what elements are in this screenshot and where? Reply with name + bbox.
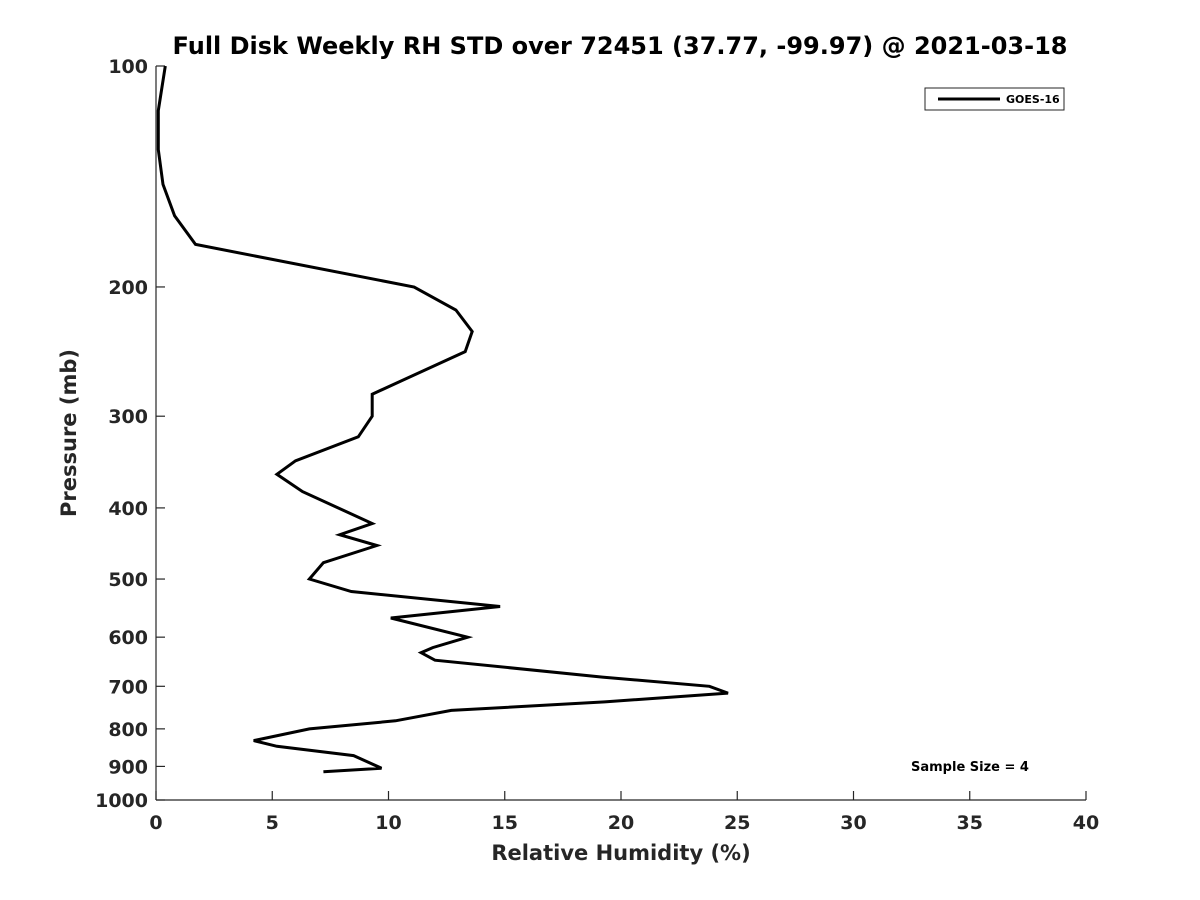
series-line-goes-16 [156,65,729,774]
y-axis-label: Pressure (mb) [57,349,81,517]
x-tick-label: 0 [149,812,162,834]
y-tick-label: 500 [108,569,148,591]
y-tick-label: 800 [108,719,148,741]
chart-title: Full Disk Weekly RH STD over 72451 (37.7… [173,32,1068,60]
x-tick-label: 20 [608,812,634,834]
legend-label-goes-16: GOES-16 [1006,93,1060,106]
y-tick-label: 700 [108,676,148,698]
y-tick-label: 100 [108,56,148,78]
x-tick-label: 15 [492,812,518,834]
y-tick-label: 600 [108,627,148,649]
y-tick-label: 400 [108,498,148,520]
x-ticks: 0 5 10 15 20 25 30 35 40 [149,791,1099,834]
sample-size-annotation: Sample Size = 4 [911,760,1029,775]
series-group [156,65,729,774]
y-tick-label: 200 [108,277,148,299]
legend: GOES-16 [924,87,1065,111]
x-tick-label: 40 [1073,812,1099,834]
x-tick-label: 25 [724,812,750,834]
x-tick-label: 10 [375,812,401,834]
x-tick-label: 30 [840,812,866,834]
y-tick-label: 900 [108,756,148,778]
x-axis-label: Relative Humidity (%) [491,841,750,865]
y-ticks: 100 200 300 400 500 600 700 800 900 1000 [95,56,165,812]
x-tick-label: 35 [957,812,983,834]
y-tick-label: 300 [108,406,148,428]
x-tick-label: 5 [266,812,279,834]
y-tick-label: 1000 [95,790,148,812]
